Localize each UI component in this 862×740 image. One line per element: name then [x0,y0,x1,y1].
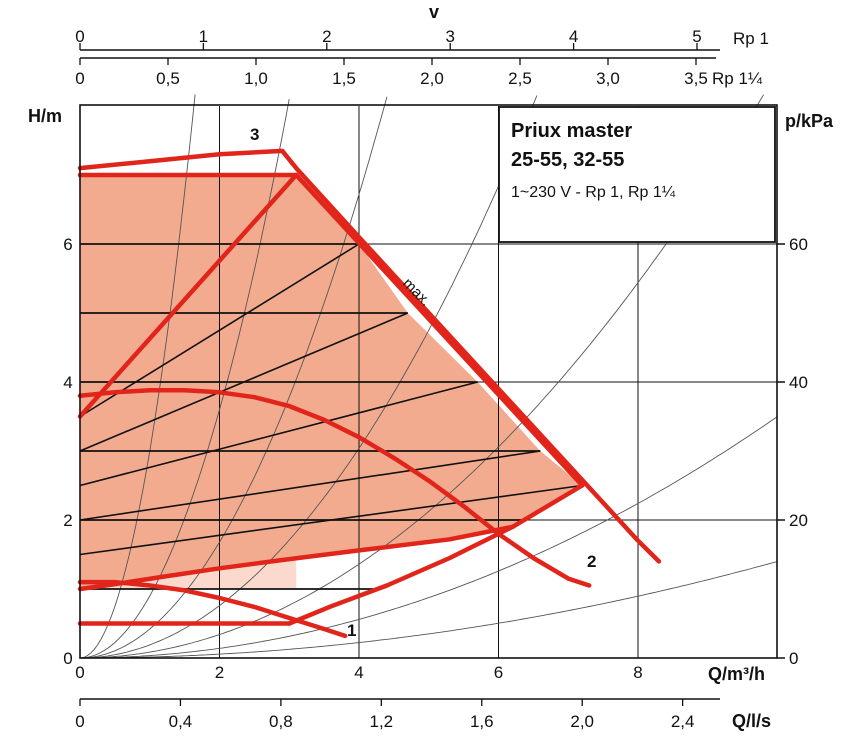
velocity-rp114-pipe-label: Rp 1¼ [712,69,763,88]
velocity-rp1-tick-label: 1 [199,27,208,46]
kpa-tick-label: 60 [789,235,808,254]
velocity-rp114-tick-label: 3,0 [596,69,620,88]
velocity-rp1-tick-label: 4 [569,27,578,46]
flow-ls-tick-label: 0,8 [269,712,293,731]
velocity-rp1-ticks: 0 1 2 3 4 5 [75,27,701,50]
x-ticks: 0 2 4 6 8 [75,663,642,682]
flow-ls-tick-label: 2,4 [671,712,695,731]
x-tick-label: 4 [354,663,363,682]
velocity-rp114-tick-label: 2,0 [420,69,444,88]
velocity-rp1-pipe-label: Rp 1 [733,29,769,48]
velocity-rp114-tick-label: 1,5 [332,69,356,88]
velocity-rp114-tick-label: 0,5 [156,69,180,88]
y-right-axis-label: p/kPa [785,111,834,131]
y-tick-label: 2 [63,511,72,530]
y-tick-label: 6 [63,235,72,254]
flow-ls-ticks: 0 0,4 0,8 1,2 1,6 2,0 2,4 [75,699,694,731]
y-axis-label: H/m [28,106,62,126]
y-ticks: 0 2 4 6 [63,235,72,668]
velocity-rp1-tick-label: 0 [75,27,84,46]
curve-label-2: 2 [587,552,596,571]
chart-supply: 1~230 V - Rp 1, Rp 1¼ [511,184,676,201]
chart-title: Priux master [511,120,632,142]
velocity-rp1-tick-label: 3 [445,27,454,46]
x-tick-label: 6 [494,663,503,682]
flow-ls-scale: 0 0,4 0,8 1,2 1,6 2,0 2,4 Q/l/s [75,699,771,731]
velocity-rp114-tick-label: 3,5 [684,69,708,88]
flow-ls-label: Q/l/s [732,711,771,731]
curve-label-3: 3 [250,125,259,144]
y-tick-label: 0 [63,649,72,668]
kpa-tick-label: 40 [789,373,808,392]
velocity-scales: v 0 1 2 3 4 5 Rp 1 0 0,5 1,0 1,5 2,0 2,5 3,0 3,5 Rp … [75,2,769,88]
curve-label-1: 1 [347,621,356,640]
flow-ls-tick-label: 0,4 [169,712,193,731]
x-tick-label: 2 [215,663,224,682]
flow-ls-tick-label: 0 [75,712,84,731]
x-axis-label: Q/m³/h [708,664,765,684]
velocity-rp114-tick-label: 0 [75,69,84,88]
velocity-rp1-tick-label: 2 [322,27,331,46]
flow-ls-tick-label: 1,2 [369,712,393,731]
velocity-rp1-tick-label: 5 [692,27,701,46]
flow-ls-tick-label: 1,6 [470,712,494,731]
info-box: Priux master 25-55, 32-55 1~230 V - Rp 1… [499,107,775,242]
velocity-rp114-tick-label: 2,5 [508,69,532,88]
chart-models: 25-55, 32-55 [511,149,624,171]
kpa-tick-label: 20 [789,511,808,530]
velocity-rp114-tick-label: 1,0 [244,69,268,88]
velocity-rp114-ticks: 0 0,5 1,0 1,5 2,0 2,5 3,0 3,5 [75,58,708,88]
x-tick-label: 8 [633,663,642,682]
flow-ls-tick-label: 2,0 [570,712,594,731]
y-tick-label: 4 [63,373,72,392]
x-tick-label: 0 [75,663,84,682]
kpa-tick-label: 0 [789,649,798,668]
kpa-ticks: 0 20 40 60 [777,235,808,668]
velocity-label: v [429,2,439,22]
